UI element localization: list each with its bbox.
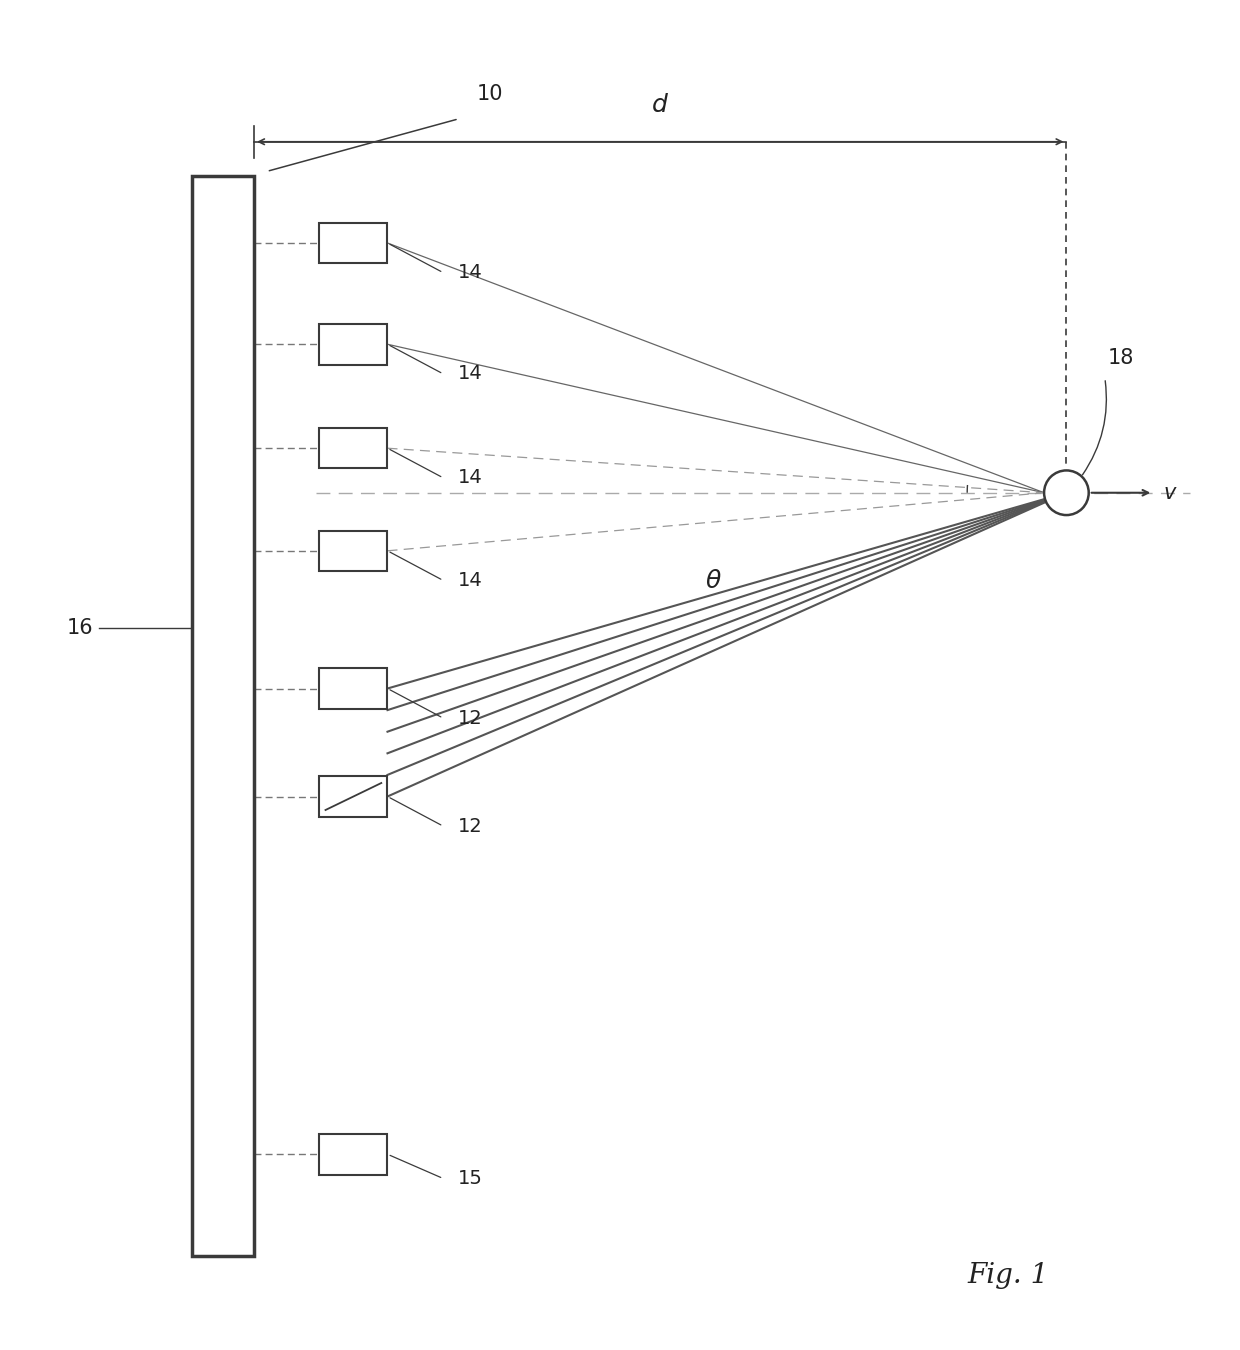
Text: 15: 15: [459, 1169, 484, 1188]
Bar: [319, 223, 387, 263]
Bar: [319, 668, 387, 709]
Text: 14: 14: [459, 571, 482, 590]
Text: 12: 12: [459, 709, 482, 728]
Text: $v$: $v$: [1163, 483, 1178, 502]
Bar: [319, 1134, 387, 1174]
Text: 12: 12: [459, 817, 482, 836]
Text: 14: 14: [459, 468, 482, 487]
Bar: [319, 776, 387, 817]
Bar: [319, 324, 387, 365]
Bar: [319, 428, 387, 468]
Ellipse shape: [1044, 470, 1089, 516]
Text: $d$: $d$: [651, 93, 670, 117]
Text: 18: 18: [1107, 348, 1133, 367]
Text: 16: 16: [67, 618, 93, 637]
Text: Fig. 1: Fig. 1: [967, 1262, 1049, 1289]
Text: 10: 10: [476, 85, 503, 104]
Bar: [319, 531, 387, 571]
Text: 14: 14: [459, 263, 482, 282]
Text: 14: 14: [459, 364, 482, 383]
Bar: [192, 176, 254, 1256]
Text: $\theta$: $\theta$: [704, 568, 722, 593]
